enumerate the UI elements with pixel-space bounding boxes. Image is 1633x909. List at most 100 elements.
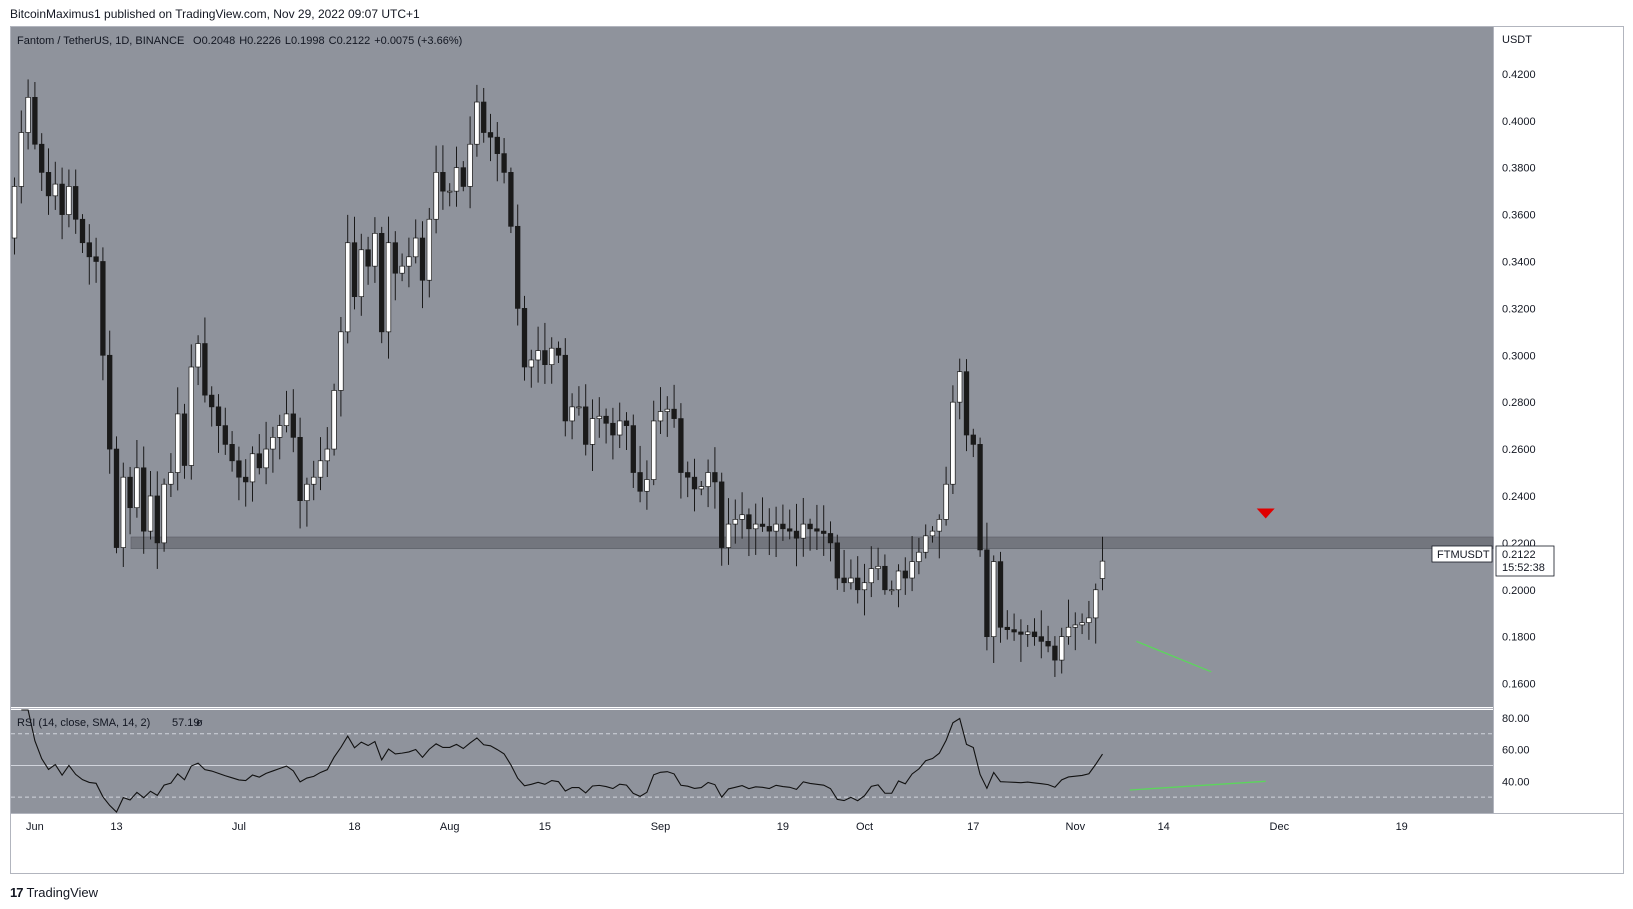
legend-l-label: L xyxy=(285,35,291,47)
symbol-tag: FTMUSDT xyxy=(1437,549,1490,561)
bullish-candle xyxy=(909,561,915,579)
bearish-candle xyxy=(766,526,772,532)
rsi-pane-background xyxy=(11,710,1493,813)
bearish-candle xyxy=(1018,631,1024,635)
bullish-candle xyxy=(725,523,732,548)
rsi-legend-label: RSI (14, close, SMA, 14, 2) xyxy=(17,717,150,729)
bearish-candle xyxy=(1038,636,1044,642)
bearish-candle xyxy=(107,354,113,450)
time-tick-label: 13 xyxy=(110,821,122,833)
publisher-line: BitcoinMaximus1 published on TradingView… xyxy=(10,7,420,21)
symbol-tag-box xyxy=(1431,545,1493,563)
bullish-candle xyxy=(923,535,929,553)
time-tick-label: 19 xyxy=(777,821,789,833)
bearish-candle xyxy=(1052,645,1058,661)
bullish-candle xyxy=(957,371,963,403)
bullish-candle xyxy=(304,483,310,502)
bearish-candle xyxy=(154,495,160,544)
bearish-candle xyxy=(963,371,970,436)
bullish-candle xyxy=(644,479,650,492)
bullish-candle xyxy=(324,448,330,462)
price-tick-label: 0.2400 xyxy=(1502,491,1536,503)
price-tick-label: 0.3600 xyxy=(1502,210,1536,222)
price-pane-background xyxy=(11,27,1493,707)
price-tick-label: 0.2000 xyxy=(1502,585,1536,597)
bearish-candle xyxy=(807,523,813,530)
bearish-candle xyxy=(32,96,38,145)
bullish-candle xyxy=(698,486,704,490)
bullish-candle xyxy=(249,453,256,483)
bullish-candle xyxy=(372,232,378,267)
bullish-candle xyxy=(120,476,126,548)
bearish-candle xyxy=(542,350,548,366)
bearish-candle xyxy=(555,347,562,356)
rsi-legend-extra: ø xyxy=(196,717,203,729)
bearish-candle xyxy=(997,561,1004,628)
price-tick-label: 0.1800 xyxy=(1502,632,1536,644)
bullish-candle xyxy=(195,343,201,368)
price-tick-label: 0.2600 xyxy=(1502,444,1536,456)
bullish-candle xyxy=(753,523,759,530)
bullish-candle xyxy=(11,186,18,239)
bearish-candle xyxy=(821,530,827,534)
bearish-candle xyxy=(712,472,718,483)
bullish-candle xyxy=(1099,560,1106,579)
bearish-candle xyxy=(501,153,507,173)
bearish-candle xyxy=(100,261,106,356)
bearish-candle xyxy=(759,523,766,527)
legend-c-label: C xyxy=(329,35,337,47)
bullish-candle xyxy=(596,415,602,419)
time-tick-label: 14 xyxy=(1158,821,1170,833)
bullish-candle xyxy=(175,413,181,473)
bearish-candle xyxy=(59,183,65,215)
bearish-candle xyxy=(970,434,976,445)
time-axis: Jun 13 Jul 18 Aug 15 Sep 19 Oct 17 Nov 14 Dec 19 xyxy=(26,821,1408,833)
bearish-candle xyxy=(1011,629,1017,633)
price-divergence-line xyxy=(1136,640,1212,673)
price-axis-currency: USDT xyxy=(1502,34,1532,46)
bearish-candle xyxy=(215,406,222,426)
bullish-candle xyxy=(916,551,922,562)
rsi-layer xyxy=(11,709,1493,814)
price-tick-label: 0.4200 xyxy=(1502,69,1536,81)
bearish-candle xyxy=(419,237,426,281)
bearish-candle xyxy=(392,242,398,274)
bearish-candle xyxy=(365,249,371,267)
bullish-candle xyxy=(800,523,806,539)
legend-close: 0.2122 xyxy=(337,35,371,47)
time-tick-label: Nov xyxy=(1066,821,1086,833)
price-axis: 0.4200 0.4000 0.3800 0.3600 0.3400 0.3200 0.30… xyxy=(1502,69,1536,691)
time-tick-label: 19 xyxy=(1396,821,1408,833)
time-tick-label: 17 xyxy=(967,821,979,833)
bullish-candle xyxy=(576,406,582,409)
bullish-candle xyxy=(1025,631,1031,635)
bullish-candle xyxy=(18,132,24,187)
bullish-candle xyxy=(453,167,460,192)
rsi-divergence-line xyxy=(1129,780,1266,791)
time-tick-label: Sep xyxy=(651,821,671,833)
bullish-candle xyxy=(426,218,432,281)
bullish-candle xyxy=(943,483,949,520)
bearish-candle xyxy=(297,436,303,502)
rsi-tick-label: 40.00 xyxy=(1502,776,1530,788)
bearish-candle xyxy=(610,422,616,436)
bearish-candle xyxy=(719,481,725,548)
bullish-candle xyxy=(168,472,174,485)
time-tick-label: Jun xyxy=(26,821,44,833)
time-tick-label: Aug xyxy=(440,821,460,833)
rsi-tick-label: 60.00 xyxy=(1502,745,1530,757)
bearish-candle xyxy=(1031,631,1038,638)
price-tick-label: 0.3400 xyxy=(1502,256,1536,268)
bearish-candle xyxy=(93,256,99,262)
bearish-candle xyxy=(583,406,589,445)
bullish-candle xyxy=(936,519,942,532)
bullish-candle xyxy=(277,425,283,438)
bearish-candle xyxy=(256,453,262,469)
bearish-candle xyxy=(780,523,786,530)
bearish-candle xyxy=(494,136,500,154)
candlestick-series xyxy=(11,79,1106,677)
tradingview-logo[interactable]: 17 TradingView xyxy=(10,885,98,900)
support-zone xyxy=(130,536,1494,550)
last-price: 0.2122 xyxy=(1502,549,1536,561)
